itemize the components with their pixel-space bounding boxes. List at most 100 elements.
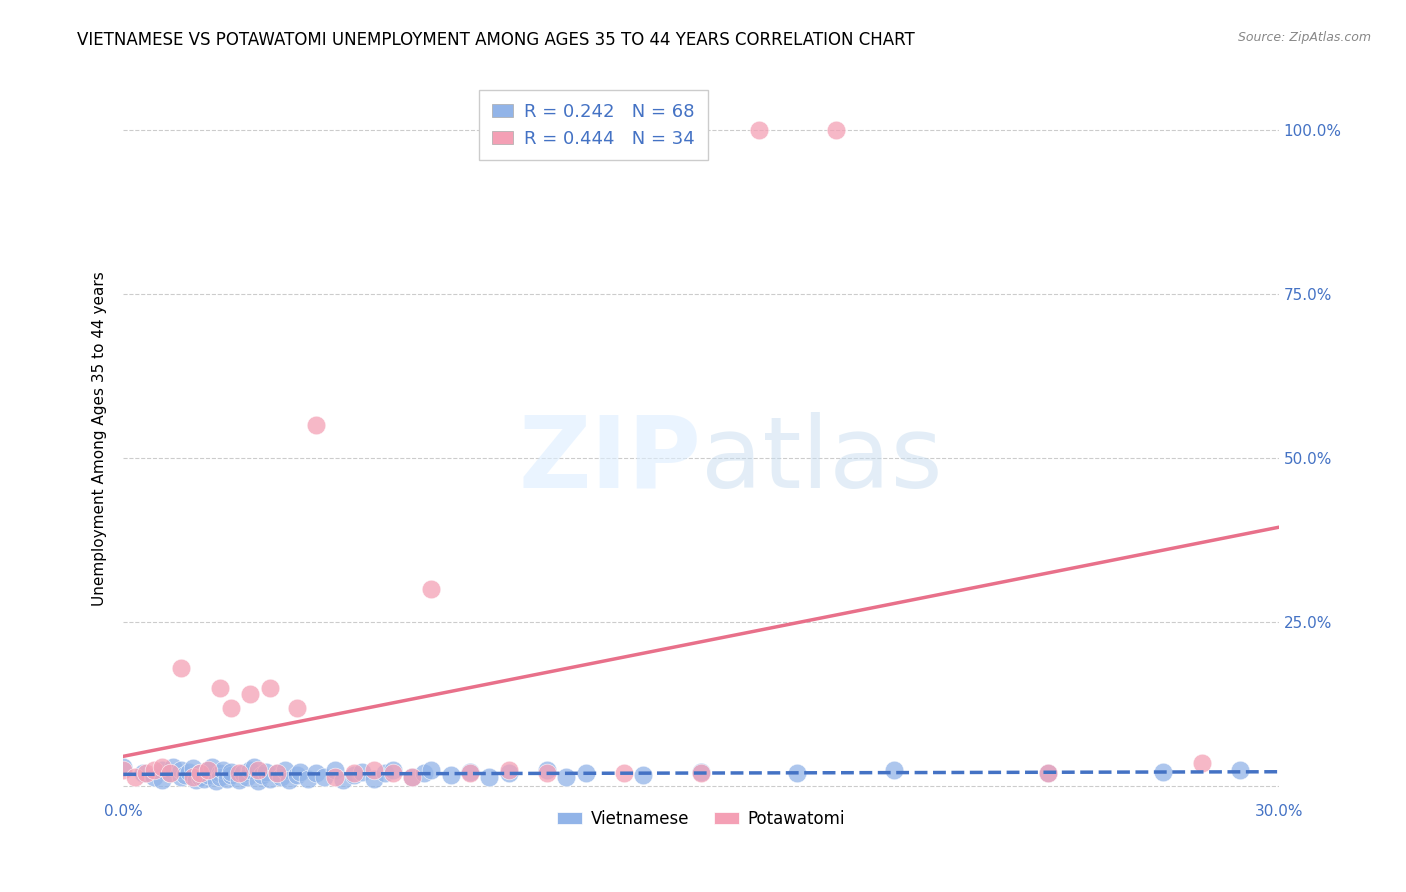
Point [401,770,423,784]
Point [135,766,157,780]
Point [420,763,443,777]
Point [274,763,297,777]
Text: ZIP: ZIP [519,411,702,508]
Legend: Vietnamese, Potawatomi: Vietnamese, Potawatomi [551,803,852,835]
Text: Source: ZipAtlas.com: Source: ZipAtlas.com [1237,31,1371,45]
Point [219,767,242,781]
Point [259,681,281,695]
Point [177,764,200,779]
Point [323,763,346,777]
Point [458,766,481,780]
Text: atlas: atlas [702,411,943,508]
Point [174,767,197,781]
Point [239,763,262,777]
Point [270,770,292,784]
Point [305,418,328,433]
Point [217,772,239,786]
Point [143,763,166,777]
Point [297,772,319,786]
Point [170,770,193,784]
Point [266,766,288,780]
Point [690,764,713,779]
Point [232,766,254,780]
Point [305,766,328,780]
Point [613,766,636,780]
Point [381,763,404,777]
Point [131,766,153,780]
Point [181,761,204,775]
Point [150,763,173,777]
Point [412,766,434,780]
Point [188,766,211,780]
Point [186,772,208,787]
Point [112,760,135,774]
Point [363,772,385,786]
Point [197,763,219,777]
Point [478,770,501,784]
Point [228,766,250,780]
Point [201,760,224,774]
Point [420,582,443,597]
Point [259,772,281,786]
Point [188,766,211,780]
Point [1036,766,1059,780]
Point [228,772,250,787]
Point [197,767,219,781]
Point [219,764,242,779]
Point [343,767,366,781]
Point [883,763,905,777]
Point [219,700,242,714]
Point [247,774,270,789]
Point [343,766,366,780]
Point [208,681,231,695]
Point [323,770,346,784]
Point [825,123,848,137]
Point [170,661,193,675]
Point [170,763,193,777]
Point [690,766,713,780]
Point [312,770,335,784]
Point [374,766,396,780]
Point [159,766,181,780]
Point [193,772,215,786]
Point [363,763,385,777]
Point [239,688,262,702]
Point [498,766,520,780]
Point [1036,766,1059,780]
Point [1152,764,1174,779]
Point [381,766,404,780]
Point [143,770,166,784]
Point [555,770,578,784]
Point [188,770,211,784]
Point [401,770,423,784]
Point [278,772,301,787]
Text: VIETNAMESE VS POTAWATOMI UNEMPLOYMENT AMONG AGES 35 TO 44 YEARS CORRELATION CHAR: VIETNAMESE VS POTAWATOMI UNEMPLOYMENT AM… [77,31,915,49]
Point [112,763,135,777]
Point [285,700,308,714]
Point [162,760,184,774]
Point [290,764,312,779]
Point [1191,756,1213,771]
Point [536,766,558,780]
Point [352,764,374,779]
Point [786,766,808,780]
Point [285,767,308,781]
Point [159,766,181,780]
Point [266,766,288,780]
Point [574,766,596,780]
Point [150,760,173,774]
Point [197,763,219,777]
Point [440,767,463,781]
Point [254,764,277,779]
Point [181,770,204,784]
Point [498,763,520,777]
Point [458,764,481,779]
Point [208,766,231,780]
Point [235,770,257,784]
Point [124,770,146,784]
Point [208,770,231,784]
Point [243,760,266,774]
Point [150,772,173,787]
Y-axis label: Unemployment Among Ages 35 to 44 years: Unemployment Among Ages 35 to 44 years [93,271,107,606]
Point [1229,763,1251,777]
